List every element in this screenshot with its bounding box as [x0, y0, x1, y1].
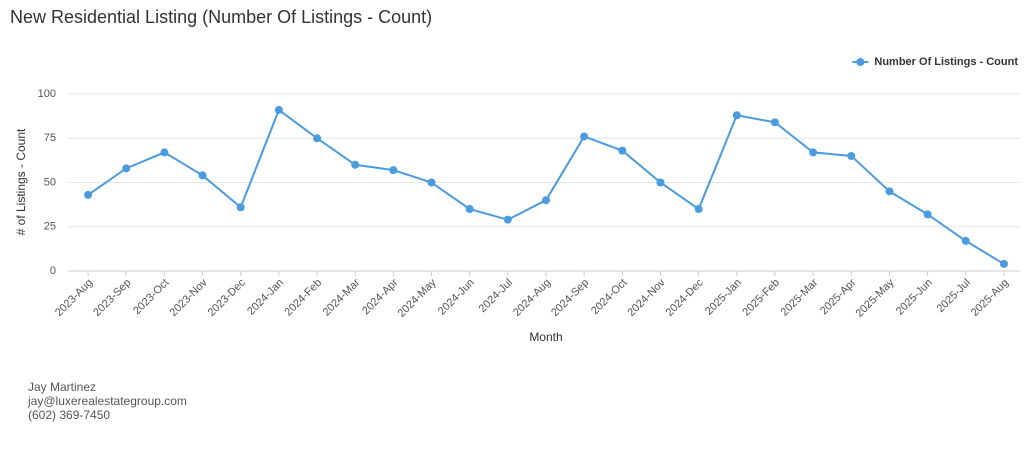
chart: New Residential Listing (Number Of Listi… — [10, 7, 1020, 344]
x-tick-label: 2024-Nov — [625, 276, 668, 319]
data-point — [122, 164, 131, 173]
y-axis-label: # of Listings - Count — [14, 128, 28, 235]
data-point — [809, 148, 818, 157]
x-tick-label: 2024-Jul — [477, 277, 515, 315]
x-tick-label: 2025-Jul — [935, 277, 973, 315]
series-line — [87, 108, 1005, 265]
contact: Jay Martinez jay@luxerealestategroup.com… — [28, 380, 187, 422]
data-point — [694, 205, 703, 214]
contact-name: Jay Martinez — [28, 380, 97, 394]
x-tick-label: 2024-May — [396, 276, 439, 319]
data-point — [503, 215, 512, 224]
x-tick-label: 2025-Mar — [779, 276, 821, 318]
data-point — [656, 178, 665, 187]
legend-label: Number Of Listings - Count — [874, 56, 1018, 68]
x-tick-label: 2023-Sep — [91, 277, 133, 319]
data-point — [732, 111, 741, 120]
contact-phone: (602) 369-7450 — [28, 408, 111, 422]
x-tick-label: 2024-Mar — [321, 276, 363, 318]
x-tick-label: 2023-Dec — [206, 276, 249, 319]
data-point — [961, 236, 970, 245]
data-point — [580, 132, 589, 141]
data-point — [885, 187, 894, 196]
x-tick-label: 2024-Jun — [436, 277, 477, 318]
x-tick-label: 2023-Aug — [53, 277, 95, 319]
x-tick-label: 2023-Oct — [131, 277, 171, 317]
x-tick-label: 2024-Sep — [549, 277, 591, 319]
y-tick-label: 0 — [50, 265, 56, 277]
legend-marker — [856, 58, 865, 66]
x-axis-label: Month — [529, 330, 562, 344]
data-point — [351, 160, 360, 169]
x-tick-label: 2025-Jun — [894, 277, 935, 318]
x-tick-label: 2024-Dec — [664, 276, 707, 319]
data-point — [389, 166, 398, 175]
data-point — [618, 146, 627, 155]
data-point — [198, 171, 207, 180]
x-tick-label: 2024-Oct — [589, 277, 629, 317]
x-tick-label: 2025-Feb — [740, 277, 782, 319]
data-point — [84, 190, 93, 199]
data-point — [274, 105, 283, 114]
x-tick-label: 2023-Nov — [168, 276, 211, 319]
data-point — [847, 151, 856, 160]
x-tick-label: 2025-Aug — [969, 277, 1011, 319]
data-point — [313, 134, 322, 143]
data-point — [542, 196, 550, 205]
chart-title: New Residential Listing (Number Of Listi… — [10, 7, 432, 27]
data-point — [236, 203, 245, 212]
data-point — [923, 210, 932, 219]
data-point — [999, 259, 1008, 268]
y-tick-label: 50 — [44, 176, 56, 188]
data-point — [427, 178, 436, 187]
x-tick-label: 2024-Jan — [245, 277, 286, 318]
x-tick-label: 2024-Aug — [511, 277, 553, 319]
x-tick-label: 2024-Feb — [282, 277, 324, 319]
y-tick-label: 100 — [38, 88, 56, 100]
x-tick-label: 2025-Jan — [703, 277, 744, 318]
x-tick-label: 2025-May — [854, 276, 897, 319]
data-point — [770, 118, 779, 127]
data-point — [465, 205, 474, 214]
y-tick-label: 75 — [44, 132, 56, 144]
data-point — [160, 148, 169, 157]
y-tick-label: 25 — [44, 221, 56, 233]
contact-email: jay@luxerealestategroup.com — [28, 394, 187, 408]
